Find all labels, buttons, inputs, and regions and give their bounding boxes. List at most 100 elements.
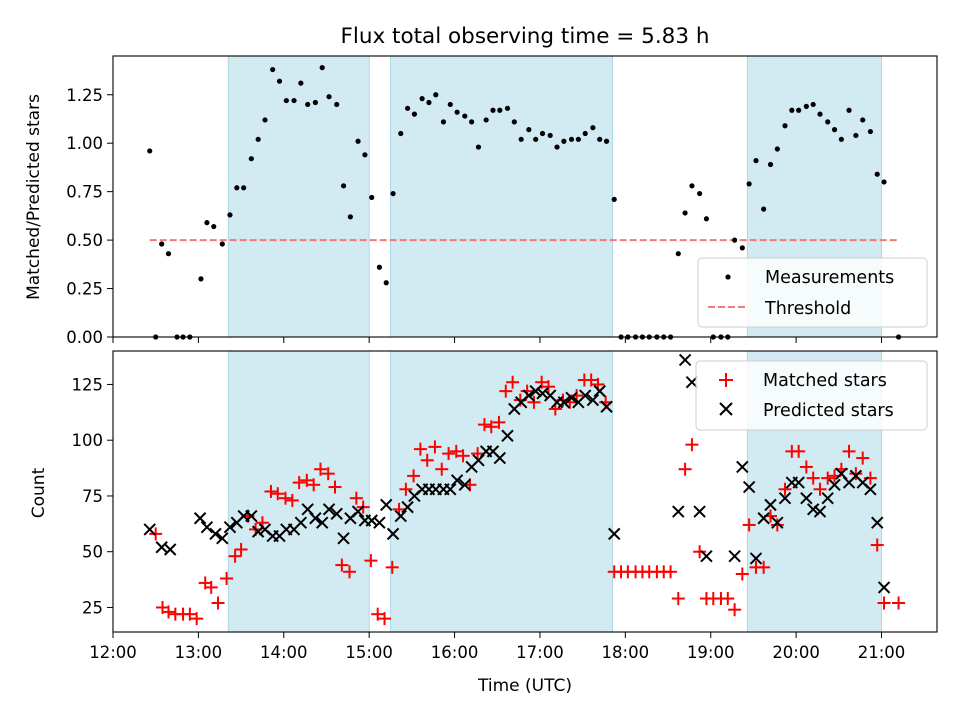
matched-stars-point xyxy=(757,560,771,574)
measurement-point xyxy=(490,107,496,113)
y-tick-label: 1.25 xyxy=(66,86,103,105)
measurement-point xyxy=(682,210,688,216)
matched-stars-point xyxy=(313,462,327,476)
legend-predicted-marker xyxy=(719,402,733,416)
measurement-point xyxy=(697,190,703,197)
x-tick-label: 19:00 xyxy=(687,643,735,662)
predicted-stars-point xyxy=(864,483,877,496)
bottom-legend: Matched stars Predicted stars xyxy=(695,360,928,431)
matched-stars-point xyxy=(420,453,434,467)
matched-stars-point xyxy=(149,527,163,541)
matched-stars-point xyxy=(484,420,498,434)
measurement-point xyxy=(270,66,276,73)
measurement-point xyxy=(319,65,325,71)
matched-stars-point xyxy=(413,442,427,456)
matched-stars-point xyxy=(477,418,491,432)
matched-stars-point xyxy=(506,375,520,389)
predicted-stars-point xyxy=(565,391,578,405)
predicted-stars-point xyxy=(245,509,258,523)
predicted-stars-point xyxy=(251,525,265,538)
measurement-point xyxy=(326,94,332,100)
legend-measurements-label: Measurements xyxy=(765,268,894,288)
measurement-point xyxy=(526,127,532,133)
x-tick-label: 20:00 xyxy=(772,643,820,662)
predicted-stars-point xyxy=(322,503,336,516)
measurement-point xyxy=(746,181,752,187)
predicted-stars-point xyxy=(351,505,365,518)
measurement-point xyxy=(774,146,780,152)
measurement-point xyxy=(838,136,844,142)
y-tick-label: 100 xyxy=(72,431,104,450)
measurement-point xyxy=(867,128,873,135)
matched-stars-point xyxy=(742,518,756,532)
matched-stars-point xyxy=(307,478,321,492)
measurement-point xyxy=(241,185,247,191)
matched-stars-point xyxy=(285,493,299,507)
matched-stars-point xyxy=(735,567,749,581)
y-tick-label: 0.00 xyxy=(66,328,103,347)
measurement-point xyxy=(198,276,204,282)
measurement-point xyxy=(803,103,809,109)
x-tick-label: 18:00 xyxy=(602,643,650,662)
matched-stars-point xyxy=(799,460,813,474)
matched-stars-point xyxy=(234,542,248,556)
measurement-point xyxy=(504,105,511,111)
predicted-stars-point xyxy=(771,516,784,529)
matched-stars-point xyxy=(190,612,204,626)
matched-stars-point xyxy=(685,438,699,452)
matched-stars-point xyxy=(721,592,735,606)
bottom-plot-frame xyxy=(112,350,938,633)
measurement-point xyxy=(739,245,745,251)
x-tick-label: 17:00 xyxy=(516,643,564,662)
matched-stars-point xyxy=(770,518,784,532)
measurement-point xyxy=(689,183,695,189)
matched-stars-point xyxy=(693,545,707,559)
predicted-stars-point xyxy=(529,384,542,398)
y-tick-label: 25 xyxy=(82,598,103,617)
predicted-stars-point xyxy=(871,516,884,529)
legend-threshold-label: Threshold xyxy=(764,299,851,319)
measurement-point xyxy=(703,216,710,222)
measurement-point xyxy=(462,113,468,119)
measurement-point xyxy=(219,241,225,247)
y-tick-label: 125 xyxy=(72,375,104,394)
top-legend-box xyxy=(697,257,928,328)
predicted-stars-point xyxy=(593,384,606,398)
predicted-stars-point xyxy=(386,527,400,541)
matched-stars-point xyxy=(584,373,598,387)
matched-stars-point xyxy=(520,384,534,398)
matched-stars-point xyxy=(671,592,685,606)
predicted-stars-point xyxy=(337,532,350,545)
predicted-stars-point xyxy=(164,543,177,556)
predicted-stars-point xyxy=(828,478,841,492)
bottom-series xyxy=(143,353,906,626)
predicted-stars-point xyxy=(294,516,308,529)
measurement-point xyxy=(340,183,347,189)
y-tick-label: 0.50 xyxy=(66,231,103,250)
matched-stars-point xyxy=(378,612,392,626)
measurement-point xyxy=(419,96,425,102)
measurement-point xyxy=(860,117,866,123)
matched-stars-point xyxy=(856,451,870,465)
predicted-stars-point xyxy=(672,505,685,518)
measurement-point xyxy=(753,158,759,164)
matched-stars-point xyxy=(456,449,470,463)
matched-stars-point xyxy=(211,596,225,610)
legend-matched-label: Matched stars xyxy=(763,371,887,391)
measurement-point xyxy=(810,101,816,108)
matched-stars-point xyxy=(364,554,378,568)
y-tick-label: 0.25 xyxy=(66,280,103,299)
measurement-point xyxy=(255,136,261,142)
measurement-point xyxy=(248,156,254,162)
predicted-stars-point xyxy=(493,451,507,465)
measurement-point xyxy=(761,206,767,212)
predicted-stars-point xyxy=(501,429,514,442)
bottom-y-axis: 25 50 75 100 125 xyxy=(72,375,113,617)
predicted-stars-point xyxy=(600,400,613,413)
predicted-stars-point xyxy=(678,353,692,367)
measurement-point xyxy=(234,185,240,191)
matched-stars-point xyxy=(728,603,742,617)
measurement-point xyxy=(404,105,411,111)
matched-stars-point xyxy=(492,415,506,429)
